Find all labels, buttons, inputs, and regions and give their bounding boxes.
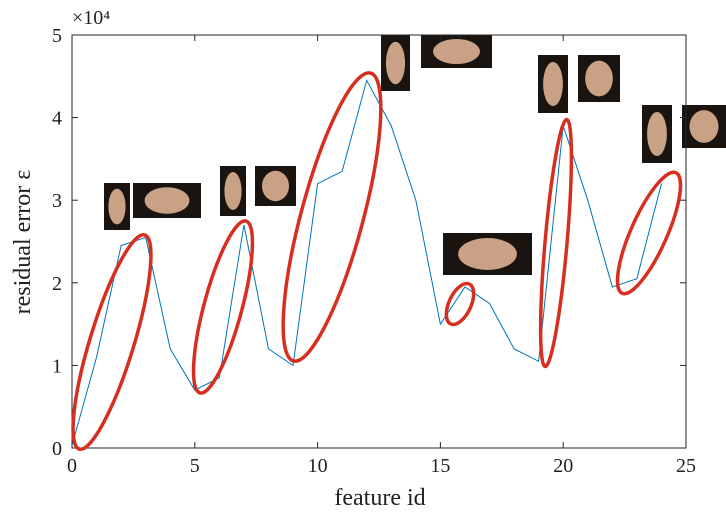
plot-frame [71, 34, 687, 449]
hand-shape [585, 60, 613, 97]
hand-shape [224, 172, 242, 210]
ellipse [281, 71, 383, 363]
y-tick-label: 5 [52, 25, 62, 47]
hand-shape [458, 238, 517, 270]
hand-shape [385, 41, 406, 85]
hand-shape [144, 187, 190, 214]
x-axis-label: feature id [334, 485, 425, 511]
ellipse [71, 232, 153, 452]
hand-shape [261, 170, 290, 202]
ellipse [191, 219, 255, 395]
y-tick-label: 0 [52, 438, 62, 460]
x-tick-label: 25 [676, 455, 696, 477]
x-tick-label: 0 [67, 455, 77, 477]
hand-shape [689, 110, 719, 143]
hand-shape [543, 61, 563, 107]
ellipse [615, 170, 683, 296]
y-multiplier: ×10⁴ [72, 7, 110, 29]
y-tick-label: 3 [52, 190, 62, 212]
y-tick-label: 2 [52, 273, 62, 295]
hand-shape [108, 188, 126, 225]
y-axis-label: residual error ε [10, 170, 36, 315]
ellipse [444, 281, 476, 327]
y-tick-label: 4 [52, 108, 62, 130]
x-tick-label: 20 [553, 455, 573, 477]
hand-shape [433, 38, 480, 65]
hand-images [104, 35, 726, 275]
x-tick-label: 10 [308, 455, 328, 477]
x-tick-label: 15 [430, 455, 450, 477]
ellipse [538, 117, 574, 369]
x-tick-label: 5 [190, 455, 200, 477]
hand-shape [647, 111, 667, 157]
y-tick-label: 1 [52, 355, 62, 377]
data-line [71, 79, 662, 446]
annotations [71, 71, 683, 452]
